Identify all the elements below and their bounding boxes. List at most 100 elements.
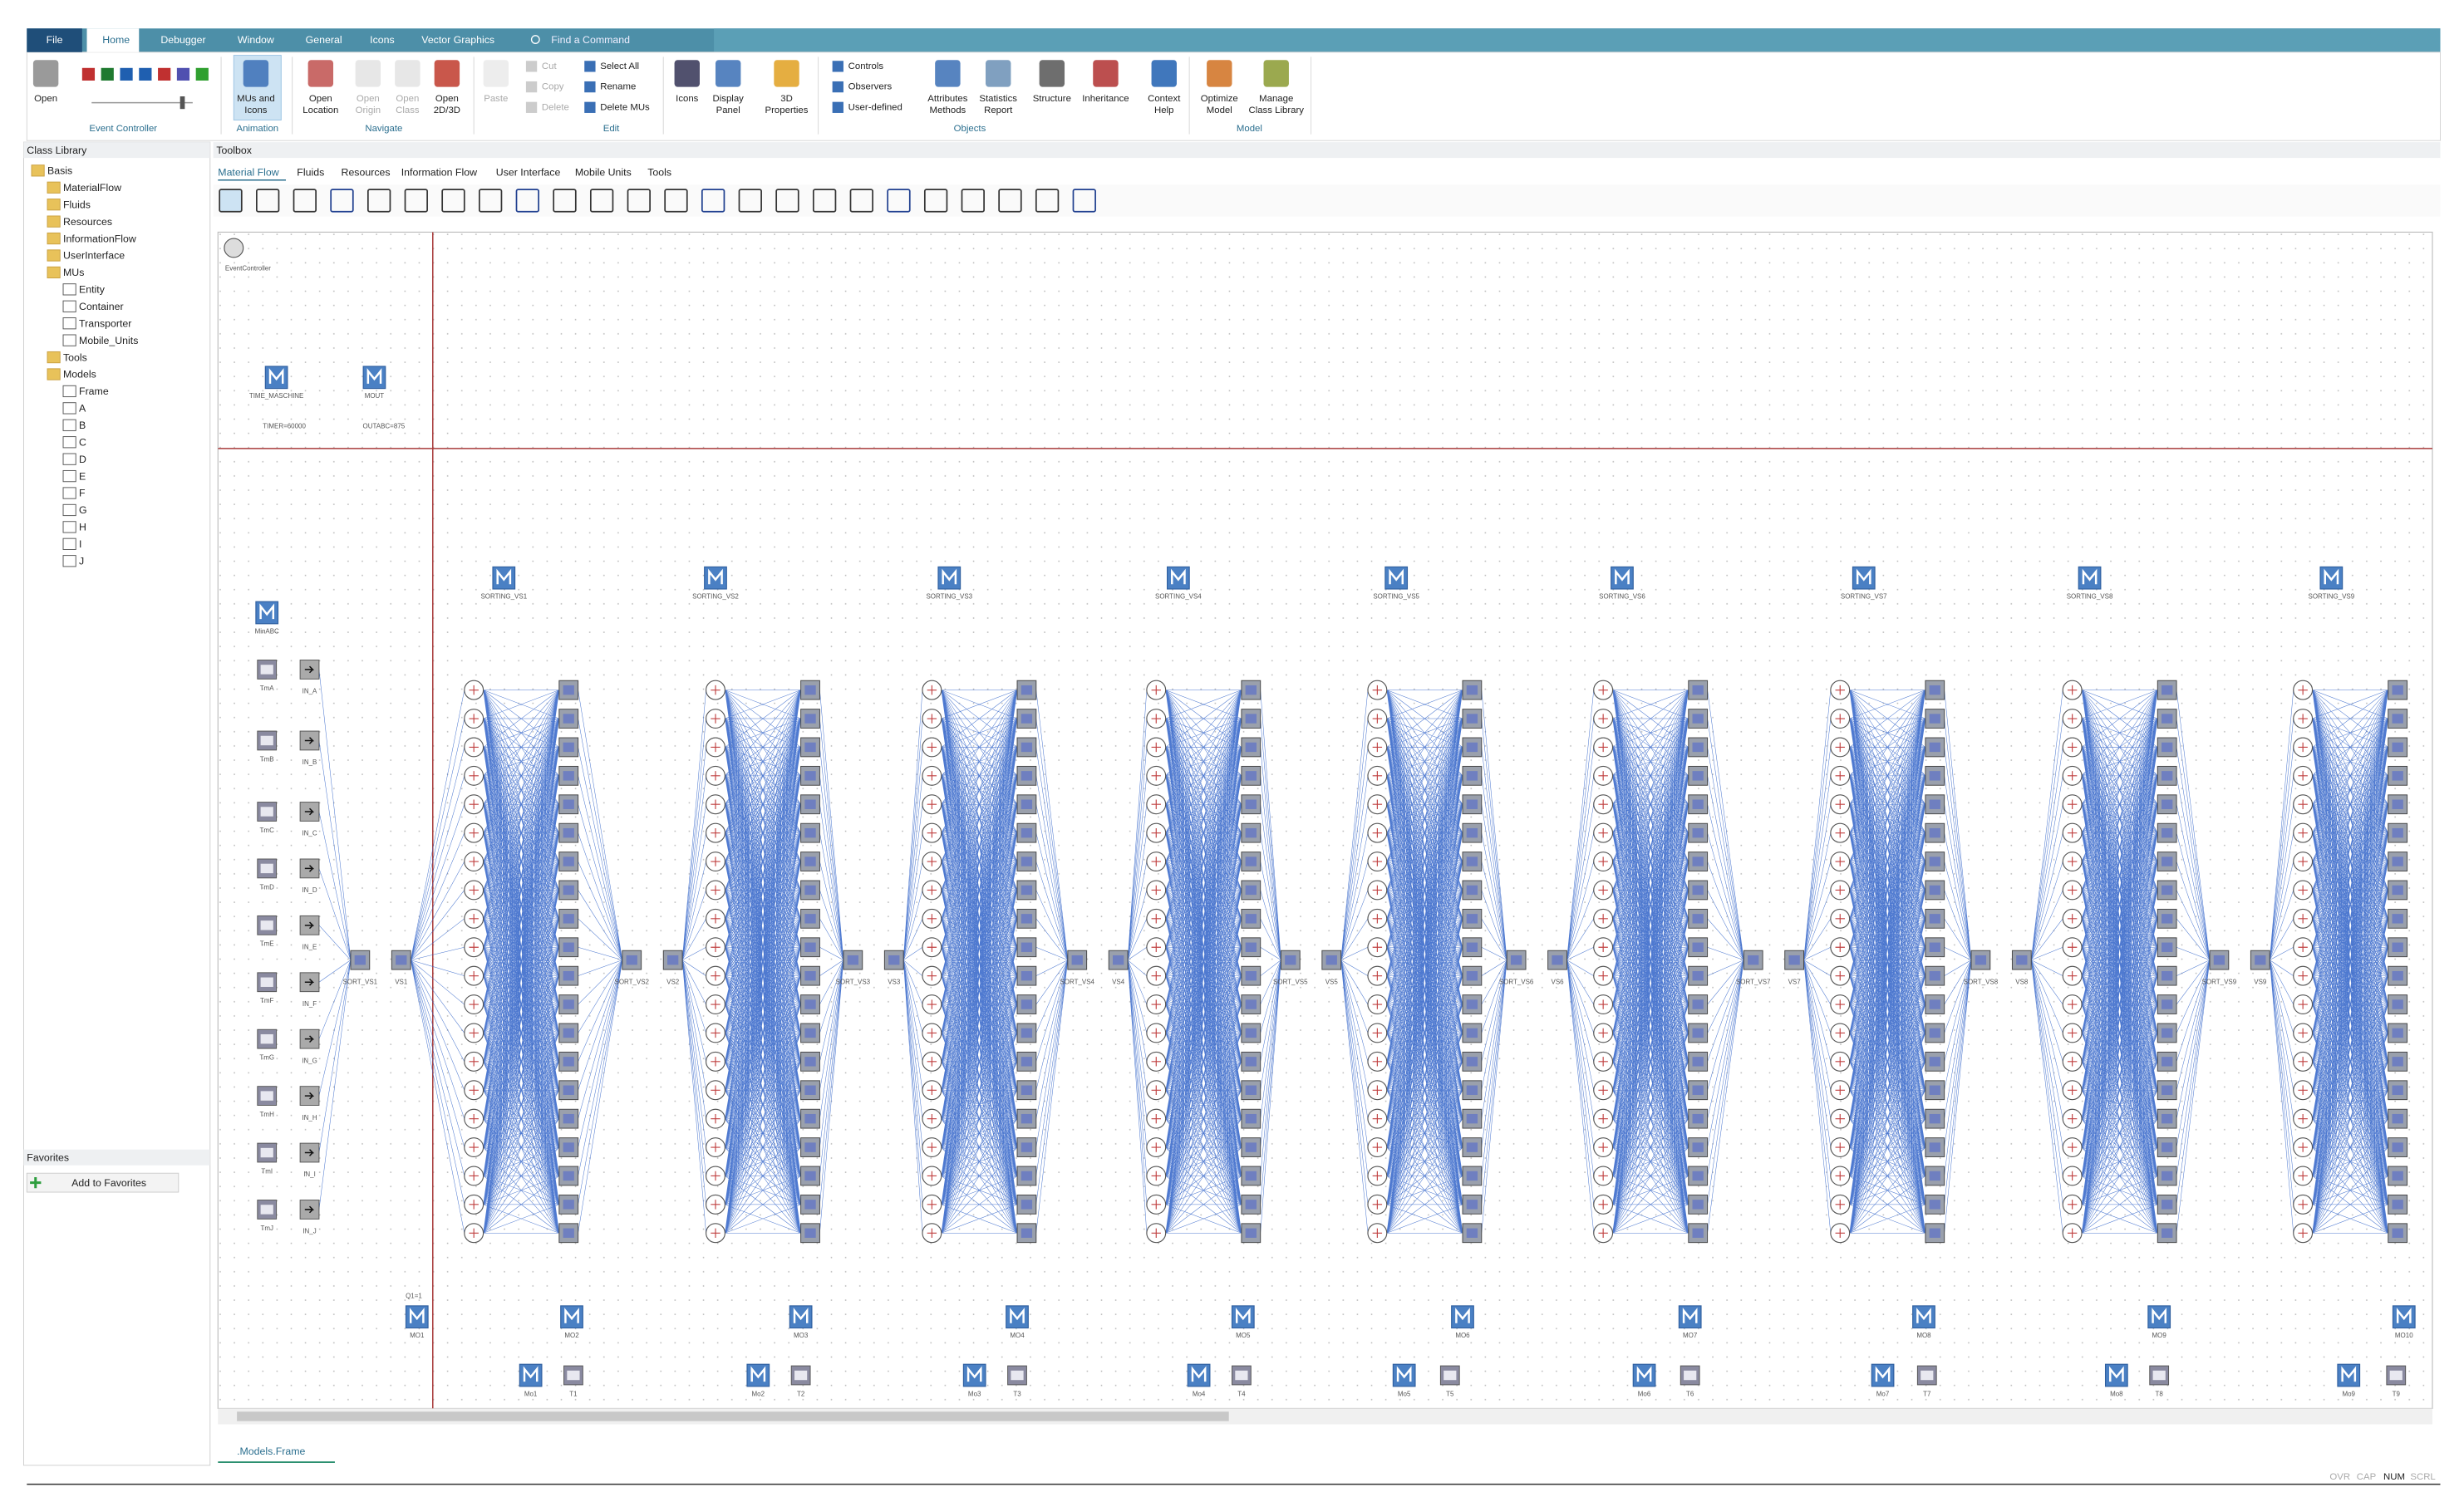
button-label[interactable]: Properties xyxy=(765,106,809,115)
button-icon[interactable] xyxy=(307,60,334,87)
toolbox-tool[interactable] xyxy=(293,189,317,213)
button-label[interactable]: Structure xyxy=(1033,94,1071,104)
button-icon[interactable] xyxy=(986,60,1011,87)
method-icon[interactable] xyxy=(492,566,516,590)
tree-item[interactable]: I xyxy=(79,538,81,550)
tree-item[interactable]: UserInterface xyxy=(63,250,125,262)
ribbon-tab[interactable]: Home xyxy=(102,34,130,46)
toolbox-tool[interactable] xyxy=(887,189,911,213)
toolbox-tool[interactable] xyxy=(998,189,1022,213)
method-icon[interactable] xyxy=(1187,1363,1211,1387)
button-label[interactable]: Help xyxy=(1154,106,1173,115)
small-icon[interactable] xyxy=(525,81,538,93)
small-button[interactable]: Observers xyxy=(848,82,893,92)
favorites-button[interactable] xyxy=(26,1172,180,1193)
tree-item[interactable]: J xyxy=(79,555,84,567)
scrollbar-thumb[interactable] xyxy=(237,1411,1229,1421)
small-button[interactable]: Rename xyxy=(600,82,636,92)
ribbon-tab[interactable]: Icons xyxy=(370,34,395,46)
button-icon[interactable] xyxy=(935,60,961,87)
file-tab[interactable] xyxy=(27,28,82,52)
button-icon[interactable] xyxy=(395,60,421,87)
toolbox-tab[interactable]: Mobile Units xyxy=(575,166,632,178)
small-icon[interactable] xyxy=(525,101,538,113)
button-label[interactable]: Attributes xyxy=(927,94,967,104)
toolbox-tab[interactable]: Fluids xyxy=(297,166,324,178)
button-label[interactable]: Context xyxy=(1148,94,1181,104)
event-controller-icon[interactable] xyxy=(224,238,244,258)
small-icon[interactable] xyxy=(584,61,596,72)
button-label[interactable]: Manage xyxy=(1259,94,1293,104)
button-label[interactable]: Icons xyxy=(676,94,699,104)
button-label[interactable]: Open xyxy=(34,94,57,104)
command-search[interactable]: Find a Command xyxy=(551,34,630,46)
toolbox-tool[interactable] xyxy=(515,189,539,213)
toolbox-tool[interactable] xyxy=(812,189,837,213)
tree-item[interactable]: Transporter xyxy=(79,317,131,329)
toolbox-tool[interactable] xyxy=(738,189,762,213)
button-label[interactable]: MUs and xyxy=(237,94,275,104)
button-label[interactable]: Class xyxy=(396,106,420,115)
button-icon[interactable] xyxy=(1151,60,1177,87)
toolbox-tool[interactable] xyxy=(775,189,799,213)
toolbox-tool[interactable] xyxy=(627,189,651,213)
button-icon[interactable] xyxy=(32,60,59,87)
button-label[interactable]: Inheritance xyxy=(1082,94,1129,104)
tree-item[interactable]: Entity xyxy=(79,284,106,296)
playback-control[interactable] xyxy=(195,67,209,81)
toolbox-tab[interactable]: Tools xyxy=(647,166,671,178)
toolbox-tool[interactable] xyxy=(1035,189,1060,213)
active-tab[interactable] xyxy=(86,28,140,52)
toolbox-tool[interactable] xyxy=(589,189,614,213)
button-label[interactable]: Paste xyxy=(484,94,508,104)
button-icon[interactable] xyxy=(1093,60,1119,87)
playback-control[interactable] xyxy=(158,67,171,81)
button-icon[interactable] xyxy=(243,60,269,87)
method-icon[interactable] xyxy=(2392,1305,2416,1329)
toolbox-tool[interactable] xyxy=(1072,189,1096,213)
tree-item[interactable]: G xyxy=(79,504,87,516)
button-icon[interactable] xyxy=(355,60,381,87)
toolbox-tool[interactable] xyxy=(923,189,948,213)
button-label[interactable]: 2D/3D xyxy=(434,106,460,115)
tree-item[interactable]: Frame xyxy=(79,385,109,397)
tree-item[interactable]: Tools xyxy=(63,351,87,363)
tree-item[interactable]: Models xyxy=(63,369,96,380)
button-label[interactable]: Statistics xyxy=(979,94,1017,104)
button-label[interactable]: Add to Favorites xyxy=(71,1177,146,1189)
tree-item[interactable]: Mobile_Units xyxy=(79,335,138,346)
tree-item[interactable]: MaterialFlow xyxy=(63,182,121,194)
ribbon-tab[interactable]: General xyxy=(306,34,342,46)
toolbox-tab[interactable]: Resources xyxy=(342,166,391,178)
toolbox-tool[interactable] xyxy=(255,189,280,213)
button-label[interactable]: Open xyxy=(357,94,380,104)
button-label[interactable]: Origin xyxy=(356,106,381,115)
button-label[interactable]: 3D xyxy=(780,94,793,104)
toolbox-tool[interactable] xyxy=(330,189,354,213)
toolbox-tab[interactable]: Material Flow xyxy=(218,166,278,178)
ribbon-tab[interactable]: Vector Graphics xyxy=(421,34,494,46)
button-icon[interactable] xyxy=(1039,60,1065,87)
toolbox-tool[interactable] xyxy=(553,189,577,213)
button-label[interactable]: Open xyxy=(435,94,459,104)
playback-control[interactable] xyxy=(81,67,96,81)
ribbon-tab[interactable]: Debugger xyxy=(160,34,205,46)
small-button[interactable]: Controls xyxy=(848,61,884,71)
button-icon[interactable] xyxy=(1263,60,1289,87)
tree-item[interactable]: A xyxy=(79,403,86,415)
small-button[interactable]: Select All xyxy=(600,61,639,71)
tree-item[interactable]: D xyxy=(79,454,86,465)
tree-item[interactable]: Basis xyxy=(47,165,72,177)
slider-thumb[interactable] xyxy=(180,96,185,110)
playback-control[interactable] xyxy=(139,67,152,81)
document-tab[interactable] xyxy=(218,1441,335,1463)
button-icon[interactable] xyxy=(483,60,509,87)
tree-item[interactable]: Resources xyxy=(63,216,112,228)
toolbox-tool[interactable] xyxy=(849,189,873,213)
button-label[interactable]: Location xyxy=(302,106,338,115)
toolbox-tool[interactable] xyxy=(366,189,391,213)
playback-control[interactable] xyxy=(101,67,114,81)
small-button[interactable]: Delete xyxy=(542,102,569,112)
small-icon[interactable] xyxy=(525,61,538,72)
button-label[interactable]: Optimize xyxy=(1201,94,1238,104)
